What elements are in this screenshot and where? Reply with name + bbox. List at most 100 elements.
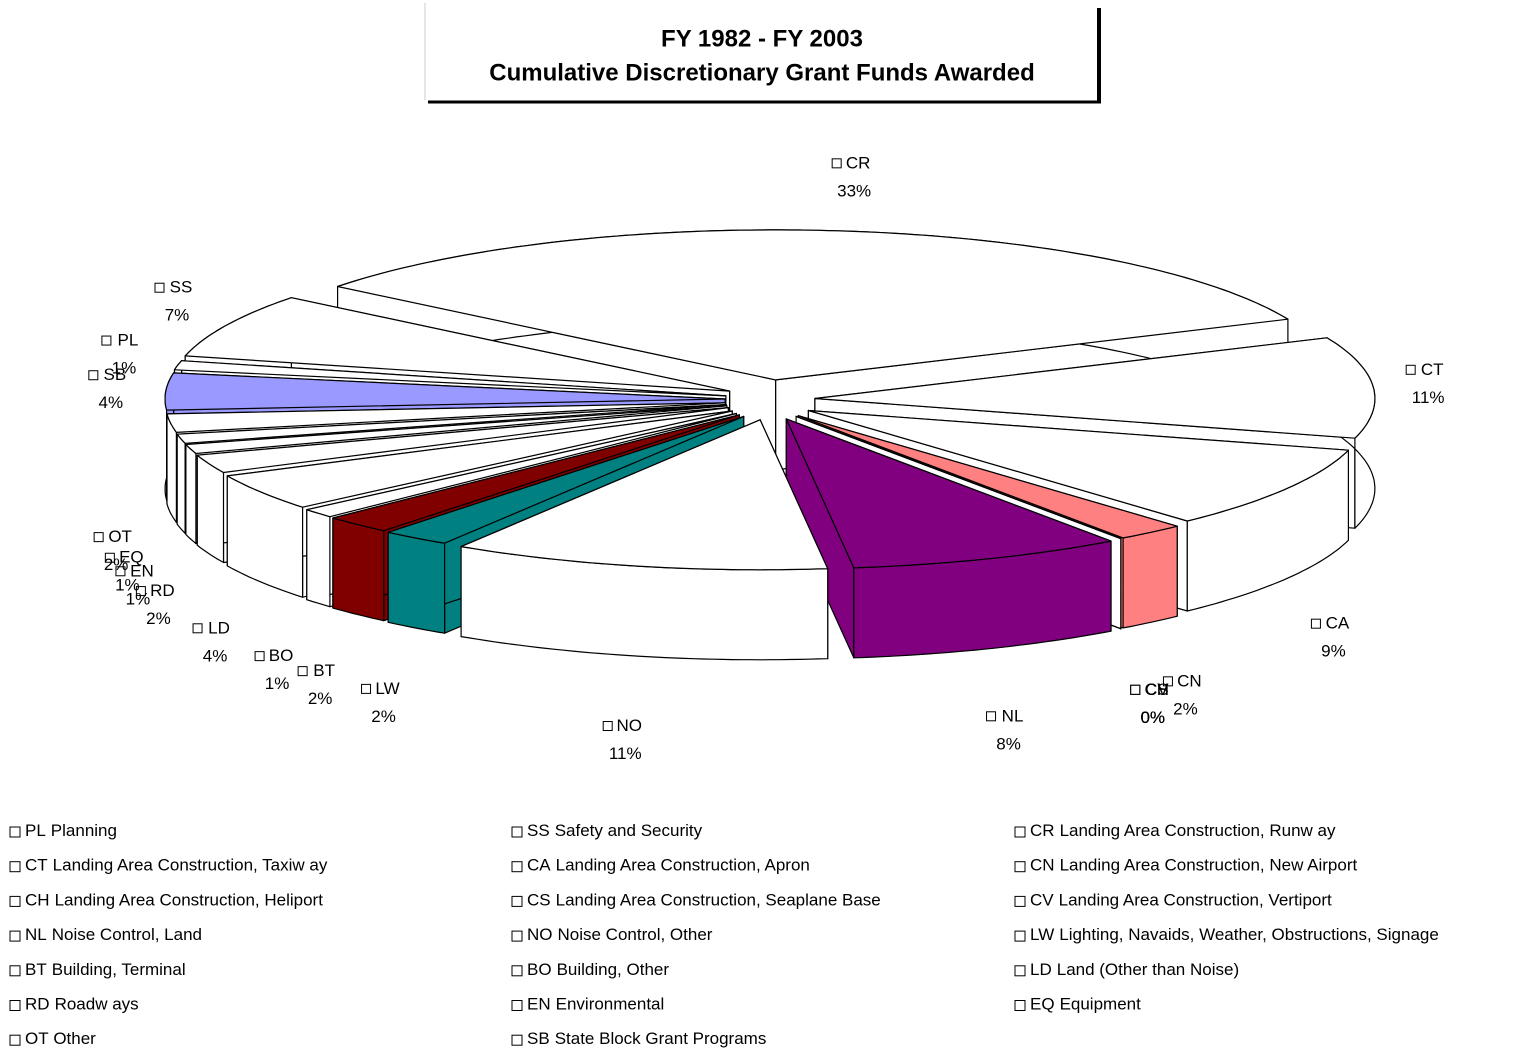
chart-title: FY 1982 - FY 2003 xyxy=(661,25,863,52)
label-marker xyxy=(101,335,112,346)
slice-top xyxy=(332,414,740,532)
legend-code: CH xyxy=(25,891,50,910)
legend-description: Land (Other than Noise) xyxy=(1057,960,1239,979)
legend-description: Noise Control, Other xyxy=(558,926,713,945)
slice-top xyxy=(226,410,733,508)
legend-code: CR xyxy=(1030,821,1055,840)
data-label-name: PL xyxy=(118,331,139,350)
legend-entry: NL Noise Control, Land xyxy=(25,926,202,945)
legend-description: Landing Area Construction, Runw ay xyxy=(1060,821,1336,840)
data-label-name: CS xyxy=(1145,680,1169,699)
slice-wall xyxy=(176,433,186,534)
legend-description: Landing Area Construction, New Airport xyxy=(1060,856,1358,875)
legend-code: LW xyxy=(1030,926,1054,945)
data-label-value: 1% xyxy=(112,359,137,378)
pie-slice xyxy=(785,418,1112,659)
data-label-value: 33% xyxy=(837,181,871,200)
data-label-name: CA xyxy=(1326,614,1350,633)
slice-top xyxy=(176,404,727,444)
data-label-name: CH xyxy=(1144,680,1169,699)
label-marker xyxy=(135,586,146,597)
slice-top xyxy=(814,337,1376,439)
slice-wall xyxy=(196,454,225,564)
slice-top xyxy=(196,407,729,474)
legend-code: PL xyxy=(25,821,46,840)
legend-description: Other xyxy=(53,1030,96,1049)
slice-top xyxy=(785,418,1112,569)
slice-top xyxy=(306,412,737,518)
slice-top xyxy=(164,372,726,411)
legend-description: Landing Area Construction, Vertiport xyxy=(1059,891,1332,910)
data-label-value: 0% xyxy=(1140,708,1165,727)
legend-code: RD xyxy=(25,995,50,1014)
legend-marker xyxy=(9,1034,21,1046)
legend-entry: LW Lighting, Navaids, Weather, Obstructio… xyxy=(1030,926,1439,945)
data-label-name: BT xyxy=(313,661,335,680)
slice-top xyxy=(166,402,726,433)
legend-code: CS xyxy=(527,891,551,910)
legend-marker xyxy=(9,826,21,838)
label-marker xyxy=(104,552,115,563)
legend-description: Landing Area Construction, Seaplane Base xyxy=(556,891,881,910)
data-label-name: LW xyxy=(375,679,399,698)
label-marker xyxy=(192,623,203,634)
label-marker xyxy=(254,651,265,662)
legend-entry: EQ Equipment xyxy=(1030,995,1141,1014)
legend-code: CV xyxy=(1030,891,1054,910)
legend-code: CT xyxy=(25,856,48,875)
legend-code: NO xyxy=(527,926,553,945)
slice-top xyxy=(795,415,1122,540)
legend-entry: OT Other xyxy=(25,1030,96,1049)
label-marker xyxy=(361,683,372,694)
legend-code: LD xyxy=(1030,960,1052,979)
data-label-name: EN xyxy=(130,561,154,580)
legend-description: Lighting, Navaids, Weather, Obstructions… xyxy=(1059,926,1439,945)
data-label-value: 2% xyxy=(371,707,396,726)
data-label-value: 2% xyxy=(104,555,129,574)
legend-description: Equipment xyxy=(1060,995,1142,1014)
slice-wall xyxy=(185,443,197,545)
legend-entry: SB State Block Grant Programs xyxy=(527,1030,766,1049)
legend-code: CA xyxy=(527,856,551,875)
slice-top xyxy=(460,419,829,571)
label-marker xyxy=(602,721,613,732)
legend-marker xyxy=(1014,895,1026,907)
legend-description: Planning xyxy=(51,821,117,840)
pie-slice xyxy=(460,419,829,661)
legend-marker xyxy=(511,930,523,942)
slice-wall xyxy=(1122,525,1178,629)
legend-code: EN xyxy=(527,995,551,1014)
legend-entry: CS Landing Area Construction, Seaplane Ba… xyxy=(527,891,881,910)
legend-code: OT xyxy=(25,1030,48,1049)
legend-code: SB xyxy=(527,1030,550,1049)
data-label-value: 0% xyxy=(1140,708,1165,727)
data-label-name: NO xyxy=(616,716,642,735)
legend-code: BO xyxy=(527,960,552,979)
legend-entry: SS Safety and Security xyxy=(527,821,703,840)
legend-entry: CA Landing Area Construction, Apron xyxy=(527,856,810,875)
legend-entry: CT Landing Area Construction, Taxiw ay xyxy=(25,856,328,875)
data-label-value: 4% xyxy=(99,393,124,412)
data-label-value: 11% xyxy=(1412,388,1445,407)
legend-marker xyxy=(9,1000,21,1011)
label-marker xyxy=(831,158,842,169)
legend-entry: PL Planning xyxy=(25,821,117,840)
legend-description: Landing Area Construction, Apron xyxy=(556,856,810,875)
data-label-name: CV xyxy=(1145,680,1169,699)
data-label-value: 4% xyxy=(203,646,228,665)
title-box xyxy=(425,3,1097,100)
legend-entry: CN Landing Area Construction, New Airport xyxy=(1030,856,1358,875)
legend-entry: CH Landing Area Construction, Heliport xyxy=(25,891,323,910)
data-label-value: 0% xyxy=(1140,708,1165,727)
legend-entry: RD Roadw ays xyxy=(25,995,139,1014)
legend-marker xyxy=(1014,965,1026,977)
legend-code: BT xyxy=(25,960,47,979)
legend-description: Landing Area Construction, Heliport xyxy=(55,891,324,910)
data-label-value: 7% xyxy=(165,306,190,325)
legend-marker xyxy=(511,826,523,838)
legend-entry: NO Noise Control, Other xyxy=(527,926,713,945)
data-label-value: 2% xyxy=(1173,699,1198,718)
slice-top xyxy=(807,409,1349,522)
slice-top xyxy=(184,297,731,392)
